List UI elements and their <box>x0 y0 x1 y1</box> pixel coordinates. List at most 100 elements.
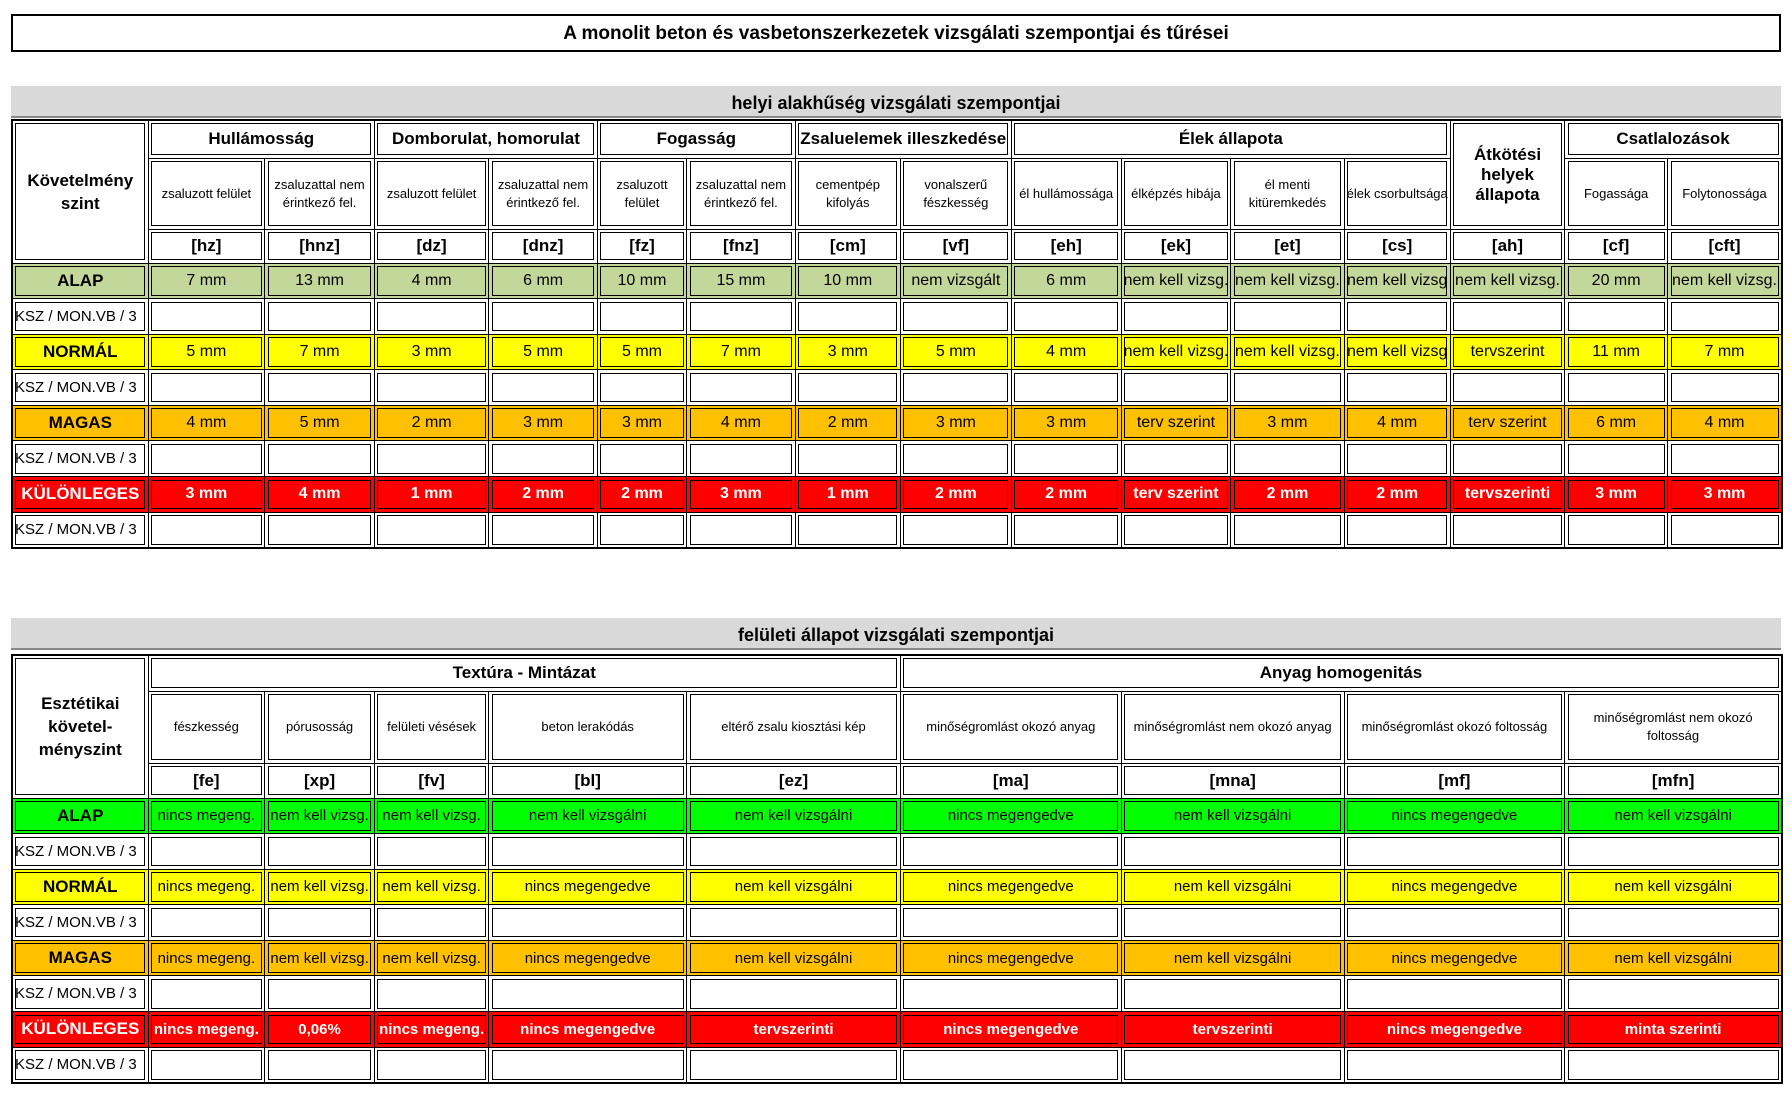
column-code: [vf] <box>899 228 1012 264</box>
value-cell: 3 mm <box>147 476 266 513</box>
empty-cell <box>1564 975 1783 1013</box>
empty-cell <box>147 511 266 549</box>
empty-cell <box>1564 440 1669 478</box>
empty-cell <box>1449 440 1566 478</box>
empty-cell <box>1010 369 1122 406</box>
value-cell: 1 mm <box>373 476 490 513</box>
column-header: élképzés hibája <box>1120 157 1232 230</box>
note-row: KSZ / MON.VB / 3 <box>11 369 1783 406</box>
empty-cell <box>264 904 375 941</box>
value-cell: 3 mm <box>686 476 796 513</box>
empty-cell <box>147 440 266 478</box>
corner-header: Esztétikai követel-ményszint <box>11 654 149 799</box>
empty-cell <box>1120 298 1232 335</box>
empty-cell <box>596 511 688 549</box>
empty-cell <box>373 511 490 549</box>
value-cell: nem kell vizsgálni <box>1120 868 1345 906</box>
section-heading: helyi alakhűség vizsgálati szempontjai <box>11 86 1781 118</box>
value-cell: nem kell vizsgálni <box>1120 797 1345 835</box>
group-header: Csatlalozások <box>1564 119 1783 159</box>
empty-cell <box>899 369 1012 406</box>
empty-cell <box>1343 1046 1566 1084</box>
value-cell: nincs megeng. <box>147 1011 266 1048</box>
value-cell: nem kell vizsgálni <box>1564 939 1783 977</box>
note-label: KSZ / MON.VB / 3 <box>11 1046 149 1084</box>
value-cell: nincs megengedve <box>1343 1011 1566 1048</box>
value-cell: 5 mm <box>488 333 598 371</box>
empty-cell <box>686 440 796 478</box>
column-header: zsaluzott felület <box>596 157 688 230</box>
value-cell: 10 mm <box>596 262 688 300</box>
value-cell: 3 mm <box>1564 476 1669 513</box>
column-code: [hnz] <box>264 228 375 264</box>
empty-cell <box>1343 440 1451 478</box>
value-cell: 4 mm <box>686 404 796 442</box>
value-cell: nem vizsgált <box>899 262 1012 300</box>
column-code: [ah] <box>1449 228 1566 264</box>
value-cell: 15 mm <box>686 262 796 300</box>
section-heading: felületi állapot vizsgálati szempontjai <box>11 618 1781 650</box>
empty-cell <box>488 511 598 549</box>
empty-cell <box>596 369 688 406</box>
value-cell: 3 mm <box>794 333 901 371</box>
empty-cell <box>373 369 490 406</box>
note-row: KSZ / MON.VB / 3 <box>11 298 1783 335</box>
value-cell: 2 mm <box>1010 476 1122 513</box>
value-cell: 3 mm <box>488 404 598 442</box>
empty-cell <box>264 298 375 335</box>
value-cell: 3 mm <box>373 333 490 371</box>
group-header: Átkötési helyek állapota <box>1449 119 1566 230</box>
empty-cell <box>1230 369 1345 406</box>
note-label: KSZ / MON.VB / 3 <box>11 975 149 1013</box>
value-cell: nem kell vizsgálni <box>686 868 901 906</box>
empty-cell <box>596 440 688 478</box>
empty-cell <box>1343 833 1566 870</box>
value-cell: 2 mm <box>373 404 490 442</box>
value-cell: 7 mm <box>686 333 796 371</box>
level-name: ALAP <box>11 262 149 300</box>
value-cell: nem kell vizsg <box>1343 262 1451 300</box>
group-header: Textúra - Mintázat <box>147 654 901 692</box>
note-label: KSZ / MON.VB / 3 <box>11 511 149 549</box>
empty-cell <box>488 975 688 1013</box>
empty-cell <box>686 1046 901 1084</box>
column-header: eltérő zsalu kiosztási kép <box>686 690 901 764</box>
column-code: [bl] <box>488 762 688 799</box>
value-cell: 5 mm <box>596 333 688 371</box>
value-cell: 11 mm <box>1564 333 1669 371</box>
empty-cell <box>1230 511 1345 549</box>
value-cell: 3 mm <box>1010 404 1122 442</box>
value-cell: 4 mm <box>264 476 375 513</box>
group-header: Élek állapota <box>1010 119 1451 159</box>
empty-cell <box>686 369 796 406</box>
level-name: KÜLÖNLEGES <box>11 476 149 513</box>
note-label: KSZ / MON.VB / 3 <box>11 833 149 870</box>
empty-cell <box>147 904 266 941</box>
value-cell: nem kell vizsg. <box>1667 262 1783 300</box>
value-cell: nincs megeng. <box>373 1011 490 1048</box>
empty-cell <box>1120 1046 1345 1084</box>
empty-cell <box>1564 1046 1783 1084</box>
value-cell: minta szerinti <box>1564 1011 1783 1048</box>
empty-cell <box>264 511 375 549</box>
column-code: [fz] <box>596 228 688 264</box>
empty-cell <box>1343 975 1566 1013</box>
level-name: KÜLÖNLEGES <box>11 1011 149 1048</box>
empty-cell <box>488 369 598 406</box>
value-cell: tervszerinti <box>1449 476 1566 513</box>
value-cell: 7 mm <box>147 262 266 300</box>
level-name: NORMÁL <box>11 333 149 371</box>
value-cell: 4 mm <box>147 404 266 442</box>
empty-cell <box>1230 440 1345 478</box>
column-header: cementpép kifolyás <box>794 157 901 230</box>
column-code: [fe] <box>147 762 266 799</box>
value-cell: nincs megengedve <box>899 797 1122 835</box>
level-name: MAGAS <box>11 939 149 977</box>
empty-cell <box>264 833 375 870</box>
empty-cell <box>794 298 901 335</box>
value-cell: nincs megeng. <box>147 939 266 977</box>
level-row: NORMÁL 5 mm 7 mm 3 mm 5 mm 5 mm 7 mm 3 mm 5 mm 4 … <box>11 333 1783 371</box>
empty-cell <box>373 833 490 870</box>
empty-cell <box>147 1046 266 1084</box>
value-cell: 13 mm <box>264 262 375 300</box>
